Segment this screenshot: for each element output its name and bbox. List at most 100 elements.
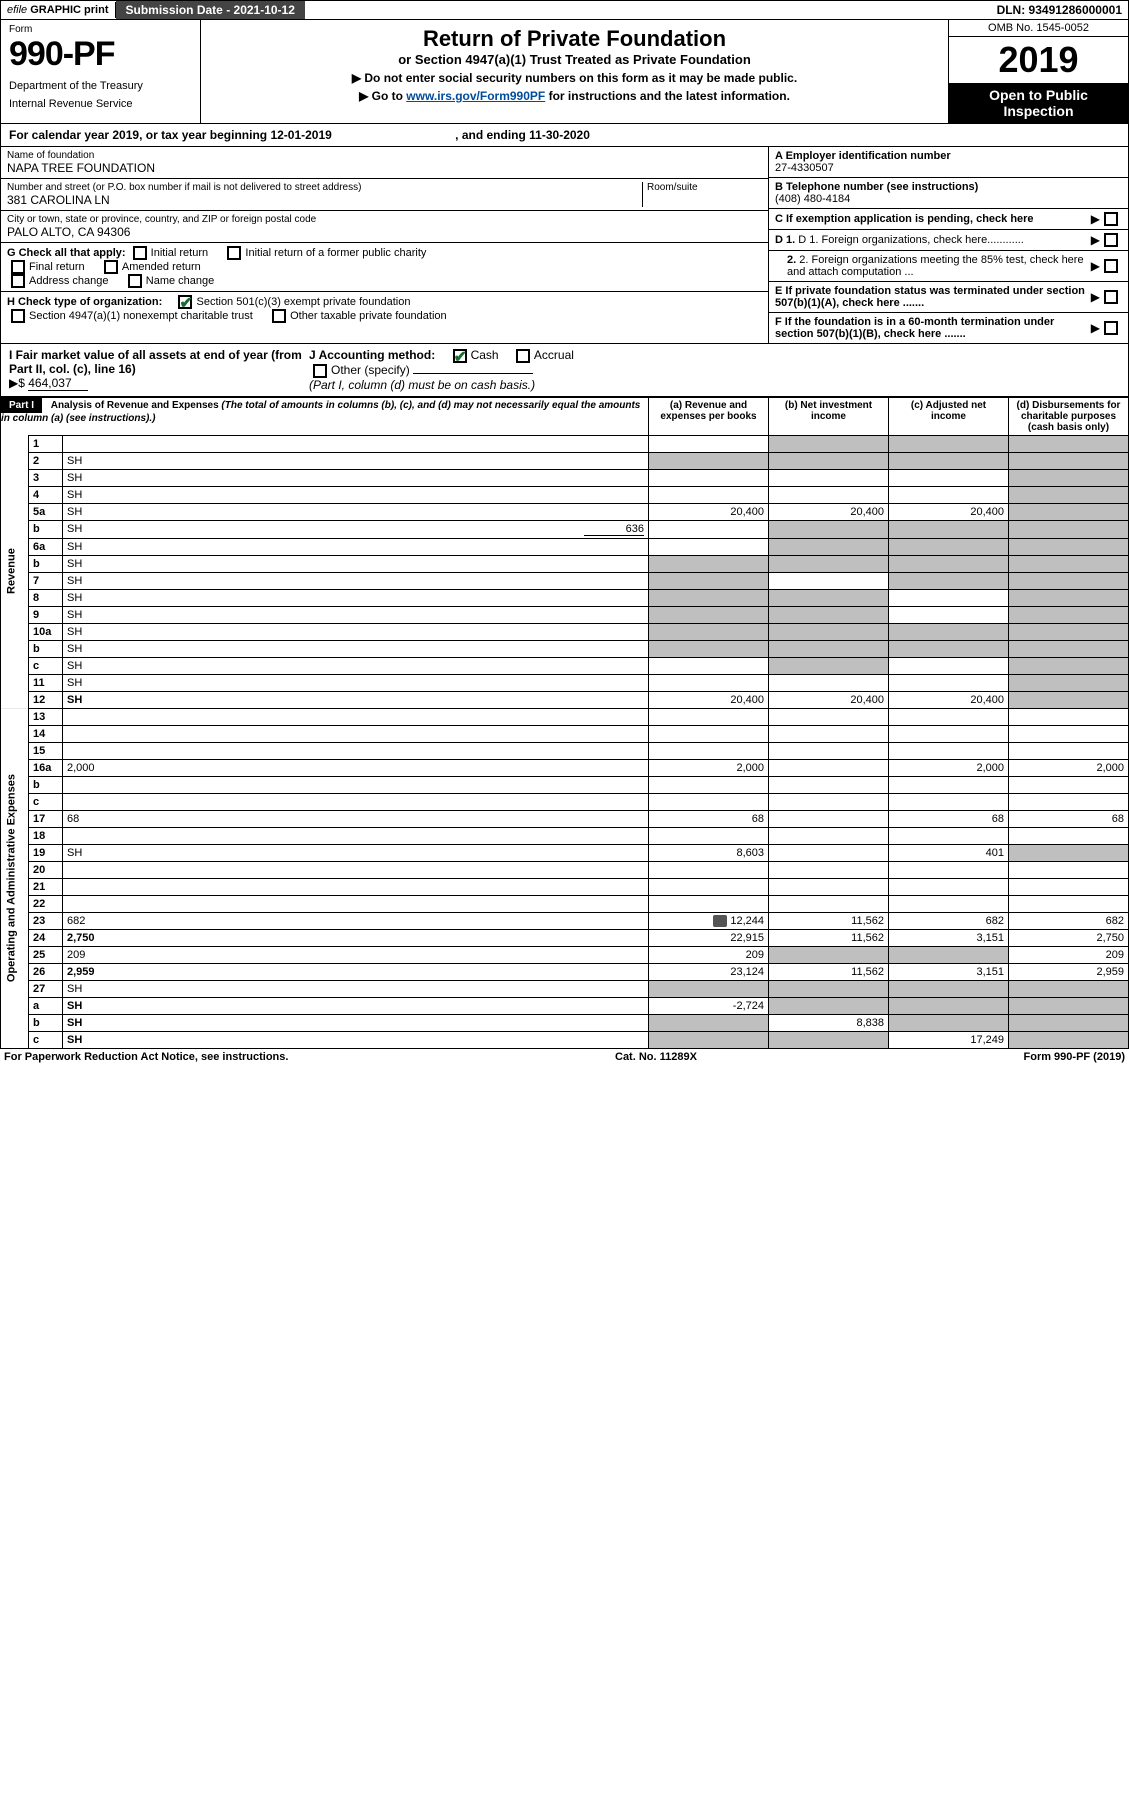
line-number: 24 [29,929,63,946]
table-row: 11SH [1,674,1129,691]
chk-initial-former[interactable] [227,246,241,260]
top-bar: efile GRAPHIC print Submission Date - 20… [0,0,1129,20]
chk-d2[interactable] [1104,259,1118,273]
cell-b [769,452,889,469]
line-number: 18 [29,827,63,844]
part1-label: Part I [1,398,42,413]
c-cell: C If exemption application is pending, c… [769,209,1128,230]
chk-cash[interactable] [453,349,467,363]
j-cash: Cash [471,348,499,362]
h-opt-3: Other taxable private foundation [290,310,447,322]
attachment-icon[interactable] [713,915,727,927]
cell-b [769,827,889,844]
line-desc: SH [63,674,649,691]
g-opt-5: Name change [146,275,215,287]
line-desc: SH [63,469,649,486]
cell-b [769,674,889,691]
cell-a: 23,124 [649,963,769,980]
cell-c [889,776,1009,793]
part1-header-row: Part I Analysis of Revenue and Expenses … [1,397,1129,435]
chk-501c3[interactable] [178,295,192,309]
chk-initial-return[interactable] [133,246,147,260]
cell-c [889,861,1009,878]
chk-d1[interactable] [1104,233,1118,247]
f-cell: F If the foundation is in a 60-month ter… [769,313,1128,343]
table-row: 7SH [1,572,1129,589]
header-right: OMB No. 1545-0052 2019 Open to Public In… [948,20,1128,123]
table-row: 12SH20,40020,40020,400 [1,691,1129,708]
cell-c [889,623,1009,640]
cell-d [1009,980,1129,997]
cell-a: 209 [649,946,769,963]
j-other: Other (specify) [331,363,410,377]
i-arrow: ▶$ [9,376,25,390]
cell-c: 401 [889,844,1009,861]
cell-c [889,708,1009,725]
cell-d [1009,674,1129,691]
line-desc: 682 [63,912,649,929]
line-number: b [29,640,63,657]
chk-other-taxable[interactable] [272,309,286,323]
line-desc: 209 [63,946,649,963]
chk-address-change[interactable] [11,274,25,288]
form-subtitle: or Section 4947(a)(1) Trust Treated as P… [211,52,938,67]
cell-c [889,469,1009,486]
cell-b [769,810,889,827]
chk-c[interactable] [1104,212,1118,226]
line-number: a [29,997,63,1014]
cell-b [769,606,889,623]
cell-b [769,742,889,759]
line-desc: SH [63,486,649,503]
cell-b [769,997,889,1014]
line-number: b [29,776,63,793]
d1-label: D 1. Foreign organizations, check here..… [798,234,1024,246]
chk-amended-return[interactable] [104,260,118,274]
e-cell: E If private foundation status was termi… [769,282,1128,313]
cell-d [1009,486,1129,503]
line-desc: SH 636 [63,520,649,538]
page-footer: For Paperwork Reduction Act Notice, see … [0,1049,1129,1065]
cell-c [889,452,1009,469]
table-row: 8SH [1,589,1129,606]
cell-c [889,946,1009,963]
cell-a: 22,915 [649,929,769,946]
chk-other[interactable] [313,364,327,378]
line-desc [63,742,649,759]
line-number: 19 [29,844,63,861]
line-desc: SH [63,657,649,674]
ein-label: A Employer identification number [775,150,951,162]
chk-f[interactable] [1104,321,1118,335]
table-row: 6aSH [1,538,1129,555]
table-row: 22 [1,895,1129,912]
cell-c [889,793,1009,810]
chk-e[interactable] [1104,290,1118,304]
cell-d [1009,606,1129,623]
line-number: 11 [29,674,63,691]
header-mid: Return of Private Foundation or Section … [201,20,948,123]
cell-d [1009,997,1129,1014]
cell-b: 8,838 [769,1014,889,1031]
d1-cell: D 1. D 1. Foreign organizations, check h… [769,230,1128,251]
cell-b [769,657,889,674]
chk-4947[interactable] [11,309,25,323]
g-opt-2: Final return [29,261,85,273]
cell-d: 209 [1009,946,1129,963]
cell-a [649,486,769,503]
chk-name-change[interactable] [128,274,142,288]
line-desc [63,861,649,878]
cell-c: 3,151 [889,929,1009,946]
cell-a [649,708,769,725]
chk-final-return[interactable] [11,260,25,274]
open-inspection: Open to Public Inspection [949,83,1128,123]
cell-a: 20,400 [649,503,769,520]
line-desc: SH [63,606,649,623]
cell-a [649,742,769,759]
line-desc: SH [63,623,649,640]
table-row: Operating and Administrative Expenses13 [1,708,1129,725]
cell-a [649,861,769,878]
identity-right: A Employer identification number 27-4330… [768,147,1128,343]
calendar-year-row: For calendar year 2019, or tax year begi… [0,124,1129,147]
instr2-link[interactable]: www.irs.gov/Form990PF [406,89,545,103]
chk-accrual[interactable] [516,349,530,363]
cell-a [649,793,769,810]
